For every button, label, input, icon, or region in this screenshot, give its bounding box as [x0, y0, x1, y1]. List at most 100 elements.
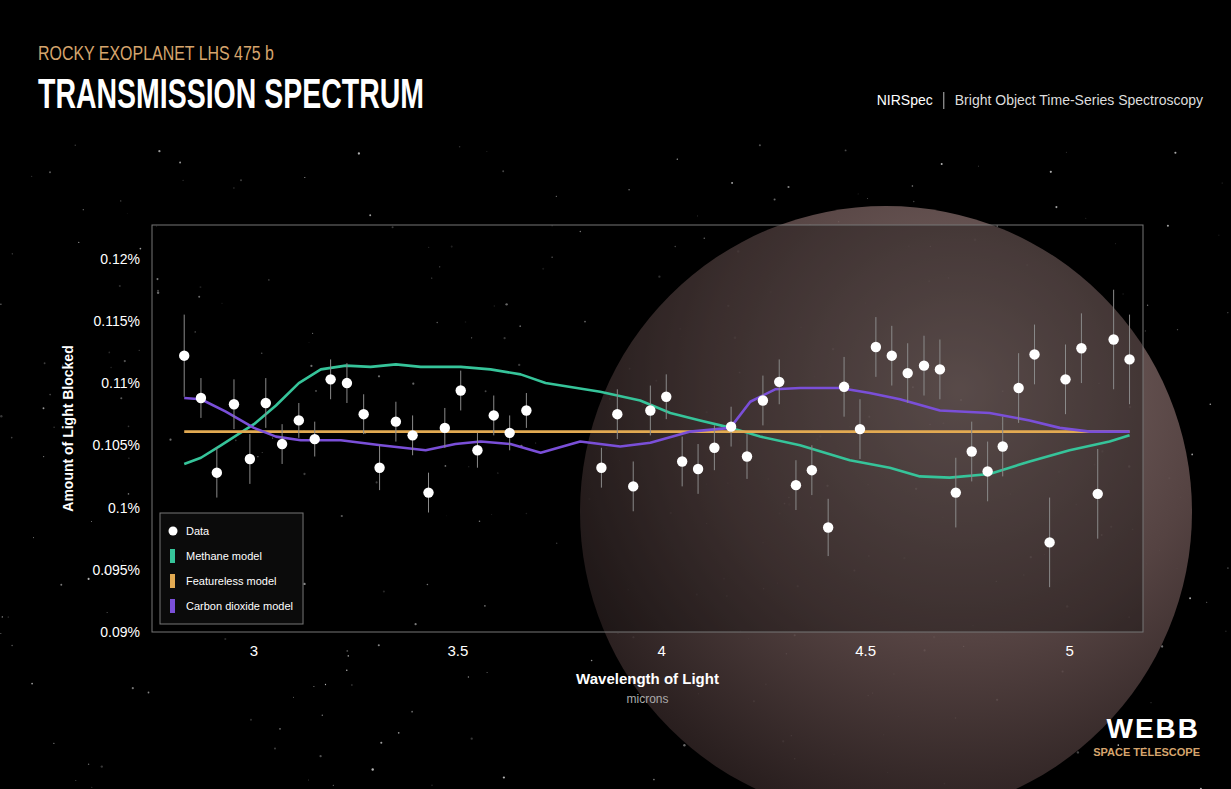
star [487, 672, 488, 673]
title: TRANSMISSION SPECTRUM [38, 70, 424, 117]
star [1221, 182, 1223, 184]
y-tick-label: 0.115% [94, 313, 140, 329]
star [11, 437, 13, 439]
star [502, 170, 504, 172]
star [731, 182, 733, 184]
star [468, 676, 469, 677]
star [912, 185, 914, 187]
star [591, 660, 593, 662]
star [774, 198, 776, 200]
data-point [423, 487, 433, 497]
x-axis-title: Wavelength of Light [576, 670, 719, 687]
data-point [1060, 374, 1070, 384]
x-tick-label: 4 [658, 642, 666, 659]
star [179, 162, 181, 164]
star [233, 187, 235, 189]
data-point [229, 399, 239, 409]
data-point [628, 481, 638, 491]
star [1147, 304, 1148, 305]
star [696, 215, 698, 217]
data-point [1044, 537, 1054, 547]
star [1161, 645, 1163, 647]
star [148, 692, 150, 694]
star [53, 426, 55, 428]
legend-swatch [170, 574, 175, 588]
star [12, 253, 13, 254]
star [431, 784, 432, 785]
data-point [358, 409, 368, 419]
data-point [982, 466, 992, 476]
data-point [407, 430, 417, 440]
star [49, 394, 51, 396]
data-point [456, 385, 466, 395]
plot-background [152, 225, 1143, 632]
star [319, 755, 321, 757]
legend-swatch [169, 527, 178, 536]
star [43, 407, 45, 409]
star [759, 144, 761, 146]
star [977, 165, 979, 167]
star [75, 780, 76, 781]
data-point [887, 350, 897, 360]
data-point [967, 446, 977, 456]
star [250, 719, 252, 721]
star [628, 189, 630, 191]
star [1227, 312, 1229, 314]
star [139, 350, 140, 351]
star [333, 785, 334, 786]
data-point [1124, 354, 1134, 364]
data-point [179, 350, 189, 360]
data-point [1013, 383, 1023, 393]
data-point [374, 463, 384, 473]
data-point [726, 421, 736, 431]
star [351, 684, 352, 685]
star [346, 669, 347, 670]
star [322, 714, 323, 715]
y-tick-label: 0.1% [108, 500, 140, 516]
data-point [709, 443, 719, 453]
star [1227, 567, 1229, 569]
star [182, 180, 183, 181]
data-point [919, 360, 929, 370]
star [44, 362, 46, 364]
data-point [489, 410, 499, 420]
chart: ROCKY EXOPLANET LHS 475 bTRANSMISSION SP… [0, 0, 1231, 789]
data-point [807, 465, 817, 475]
data-point [1076, 343, 1086, 353]
star [88, 764, 89, 765]
star [0, 304, 1, 305]
data-point [998, 441, 1008, 451]
star [372, 768, 374, 770]
star [1174, 152, 1176, 154]
y-tick-label: 0.09% [100, 624, 140, 640]
star [8, 616, 9, 617]
data-point [612, 409, 622, 419]
data-point [391, 416, 401, 426]
star [1225, 631, 1227, 633]
legend: DataMethane modelFeatureless modelCarbon… [160, 513, 303, 624]
star [128, 458, 129, 459]
data-point [277, 439, 287, 449]
y-tick-label: 0.12% [100, 251, 140, 267]
data-point [261, 398, 271, 408]
star [471, 738, 473, 740]
star [1077, 751, 1079, 753]
data-point [521, 405, 531, 415]
data-point [645, 405, 655, 415]
star [346, 650, 348, 652]
star [1055, 206, 1057, 208]
star [0, 633, 1, 634]
data-point [935, 364, 945, 374]
x-tick-label: 3 [250, 642, 258, 659]
instrument: NIRSpec [877, 92, 933, 108]
star [106, 612, 108, 614]
star [1150, 702, 1152, 704]
data-point [742, 451, 752, 461]
star [459, 146, 461, 148]
data-point [677, 456, 687, 466]
data-point [504, 428, 514, 438]
data-point [855, 424, 865, 434]
data-point [1029, 349, 1039, 359]
data-point [758, 395, 768, 405]
star [845, 149, 847, 151]
